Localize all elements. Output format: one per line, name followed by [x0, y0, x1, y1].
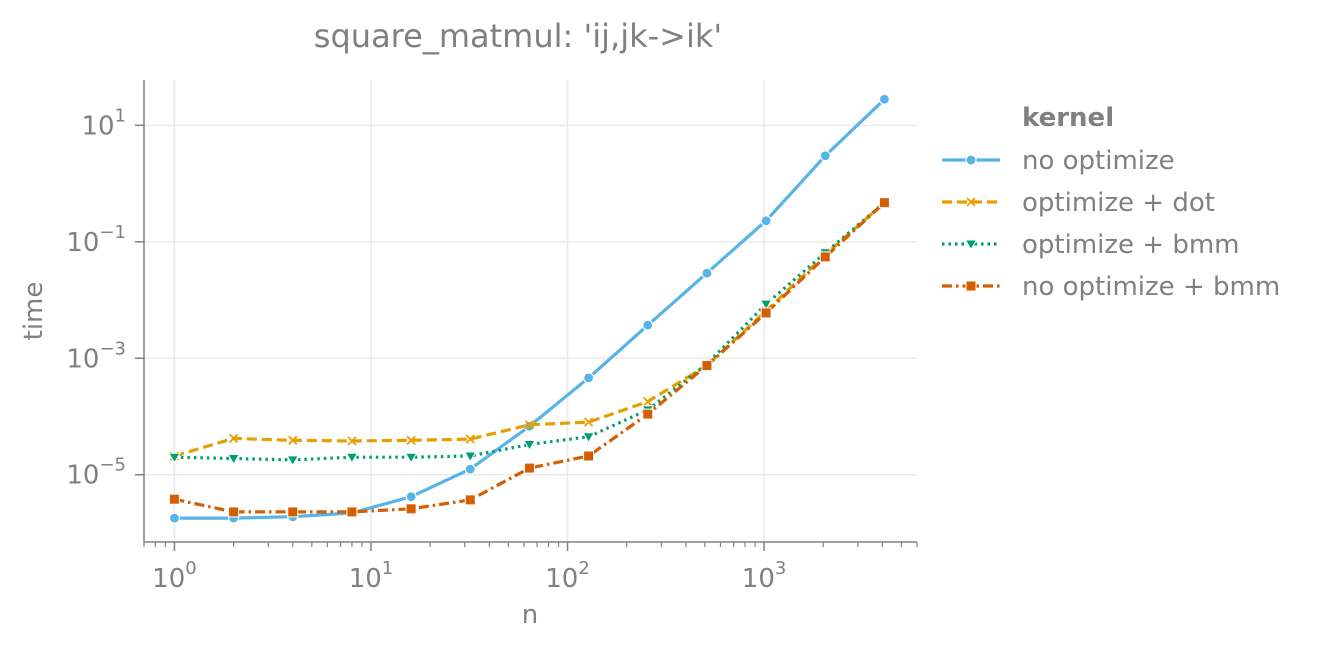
series-3-point-2 — [287, 506, 299, 518]
series-2-point-7 — [582, 432, 595, 444]
series-0-point-10 — [760, 215, 772, 227]
series-2-point-10 — [759, 299, 773, 311]
x-tick-label-2: 102 — [545, 558, 590, 594]
legend-label-2: optimize + bmm — [1022, 230, 1240, 260]
series-line-0 — [174, 98, 886, 520]
series-2-point-6 — [523, 440, 536, 452]
series-0-point-6 — [523, 420, 536, 432]
series-2-point-5 — [463, 451, 477, 463]
legend-label-1: optimize + dot — [1022, 188, 1215, 218]
series-1-point-6 — [524, 420, 535, 430]
series-2-point-2 — [286, 455, 300, 467]
series-3-point-0 — [168, 493, 180, 505]
series-3-point-11 — [819, 251, 831, 263]
series-3-point-12 — [878, 197, 890, 209]
y-tick-label-3: 10−5 — [66, 455, 126, 491]
series-3-point-4 — [405, 503, 417, 515]
series-0-point-11 — [819, 150, 831, 162]
series-3-point-5 — [464, 494, 476, 506]
x-axis-label: n — [522, 600, 538, 630]
x-tick-label-0: 100 — [152, 558, 197, 594]
series-3-point-1 — [228, 506, 240, 518]
series-1-point-3 — [347, 436, 357, 446]
y-tick-label-1: 10−1 — [66, 222, 126, 258]
legend-marker-2 — [964, 239, 978, 251]
series-3-point-9 — [701, 360, 713, 372]
series-0-point-12 — [878, 93, 891, 105]
legend-label-3: no optimize + bmm — [1022, 272, 1280, 302]
grid — [144, 80, 917, 542]
series-1-point-8 — [643, 397, 653, 407]
legend-marker-0 — [965, 154, 977, 166]
series-1-point-2 — [288, 435, 298, 445]
series-3-point-8 — [642, 408, 654, 420]
series-3-point-7 — [583, 450, 595, 462]
series-1-point-5 — [465, 434, 475, 444]
series-1-point-4 — [406, 435, 416, 445]
y-axis-label: time — [19, 282, 49, 341]
series-0-point-7 — [582, 372, 595, 384]
series-3-point-10 — [760, 307, 772, 319]
y-ticks: 101 10−1 10−3 10−5 — [66, 105, 144, 491]
series-1-point-7 — [583, 417, 594, 427]
series-3-point-6 — [523, 462, 535, 474]
series-2-point-1 — [227, 454, 240, 466]
legend: kernel no optimize optimize + dot optimize… — [942, 103, 1280, 302]
legend-label-0: no optimize — [1022, 146, 1175, 176]
legend-title: kernel — [1022, 103, 1114, 133]
series-0-point-8 — [642, 319, 654, 331]
series-2-point-4 — [404, 452, 418, 464]
series-3 — [168, 197, 890, 518]
series-0 — [168, 93, 891, 524]
series-0-point-4 — [405, 491, 417, 503]
series-2-point-3 — [345, 452, 359, 464]
series-2-point-0 — [168, 452, 181, 464]
x-ticks: 100 101 102 103 — [143, 542, 918, 594]
legend-marker-1 — [966, 197, 976, 207]
series-0-point-0 — [168, 512, 181, 524]
legend-marker-3 — [965, 280, 977, 292]
series-line-1 — [173, 201, 886, 458]
y-tick-label-2: 10−3 — [66, 338, 126, 374]
series-3-point-3 — [346, 506, 358, 518]
series-0-point-9 — [701, 267, 713, 279]
series-0-point-5 — [464, 463, 476, 475]
chart-title: square_matmul: 'ij,jk->ik' — [314, 17, 722, 55]
y-tick-label-0: 101 — [81, 105, 126, 141]
x-tick-label-3: 103 — [742, 558, 787, 594]
series-1-point-1 — [228, 433, 239, 444]
series-layer — [168, 93, 891, 524]
x-tick-label-1: 101 — [349, 558, 394, 594]
axes — [143, 80, 917, 543]
